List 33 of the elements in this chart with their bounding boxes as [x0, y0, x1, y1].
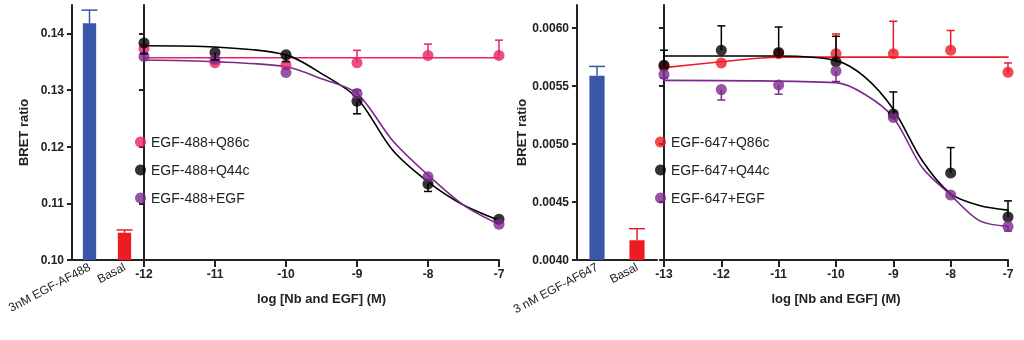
- x-tick-label: -7: [1002, 267, 1014, 281]
- legend-label: EGF-488+Q44c: [151, 162, 250, 178]
- legend-label: EGF-647+EGF: [671, 190, 765, 206]
- y-tick-label: 0.0040: [532, 253, 570, 267]
- x-tick-label: -12: [135, 267, 153, 281]
- y-axis-title: BRET ratio: [16, 98, 31, 167]
- legend-label: EGF-488+Q86c: [151, 134, 250, 150]
- y-tick-label: 0.0050: [532, 137, 570, 152]
- x-tick-label: -8: [422, 267, 434, 281]
- y-axis-title: BRET ratio: [514, 98, 530, 167]
- x-tick-label: -11: [206, 267, 224, 281]
- y-tick-label: 0.11: [41, 196, 65, 211]
- y-tick-label: 0.10: [40, 253, 65, 267]
- legend-label: EGF-647+Q44c: [671, 162, 770, 178]
- y-tick-label: 0.14: [40, 26, 65, 41]
- y-tick-label: 0.13: [40, 83, 65, 97]
- x-tick-label: -12: [712, 267, 731, 281]
- legend-label: EGF-488+EGF: [151, 190, 245, 206]
- x-tick-label: -10: [827, 267, 845, 281]
- x-tick-label: -9: [888, 267, 899, 281]
- y-tick-label: 0.12: [40, 139, 65, 154]
- x-tick-label: -8: [945, 267, 957, 281]
- legend-label: EGF-647+Q86c: [671, 134, 770, 150]
- x-axis-title: log [Nb and EGF] (M): [256, 291, 387, 306]
- x-tick-label: -13: [655, 267, 673, 281]
- y-tick-label: 0.0060: [532, 21, 570, 36]
- x-axis-title: log [Nb and EGF] (M): [771, 291, 901, 306]
- y-tick-label: 0.0055: [532, 79, 570, 94]
- x-tick-label: -10: [277, 267, 295, 281]
- x-tick-label: -11: [770, 267, 788, 281]
- x-tick-label: -7: [493, 267, 505, 281]
- x-tick-label: -9: [351, 267, 363, 281]
- y-tick-label: 0.0045: [532, 195, 570, 210]
